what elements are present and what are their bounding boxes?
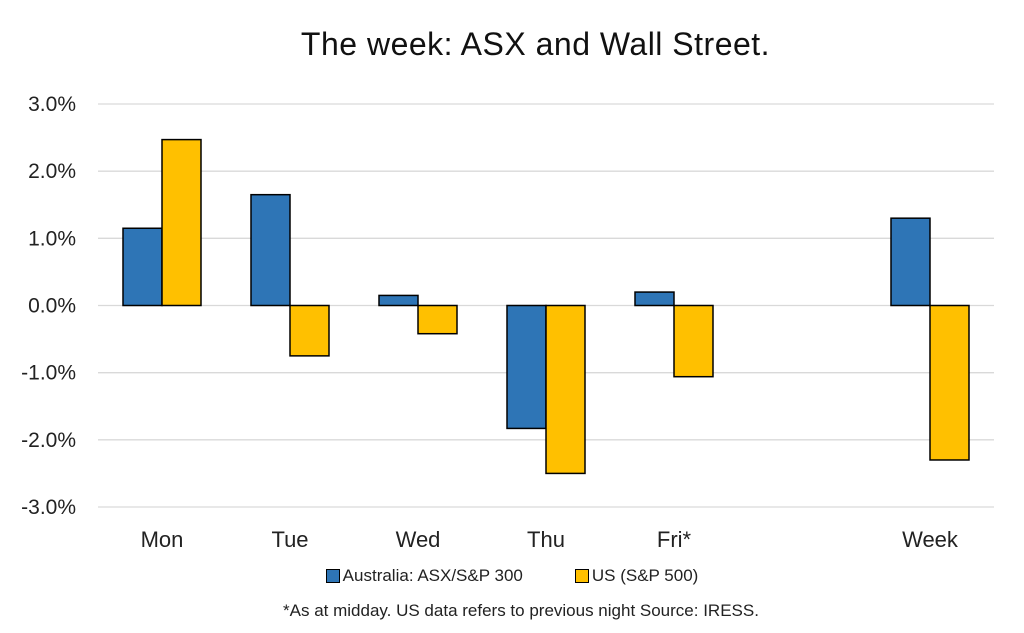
y-tick-label: -2.0% xyxy=(21,429,76,452)
legend-label-us: US (S&P 500) xyxy=(591,566,699,585)
y-tick-label: 2.0% xyxy=(28,160,76,183)
chart-legend: Australia: ASX/S&P 300 US (S&P 500) xyxy=(0,566,1024,586)
footnote: *As at midday. US data refers to previou… xyxy=(283,601,759,620)
bar-australia-1[interactable] xyxy=(250,193,291,307)
bar-us-6[interactable] xyxy=(929,304,970,461)
bar-us-3[interactable] xyxy=(545,304,586,475)
bar-us-0[interactable] xyxy=(161,138,202,307)
y-tick-label: 3.0% xyxy=(28,93,76,116)
y-tick-label: 1.0% xyxy=(28,227,76,250)
legend-item-us[interactable]: US (S&P 500) xyxy=(574,566,699,586)
chart-title: The week: ASX and Wall Street. xyxy=(300,26,771,62)
bar-us-4[interactable] xyxy=(673,304,714,378)
y-tick-label: -3.0% xyxy=(21,496,76,519)
x-tick-label: Week xyxy=(902,527,959,552)
x-tick-label: Tue xyxy=(271,527,308,552)
x-tick-label: Mon xyxy=(141,527,184,552)
bar-australia-0[interactable] xyxy=(122,227,163,307)
bar-us-2[interactable] xyxy=(417,304,458,335)
bar-australia-3[interactable] xyxy=(506,304,547,430)
legend-swatch-australia xyxy=(325,569,340,583)
x-tick-label: Fri* xyxy=(657,527,692,552)
bar-us-1[interactable] xyxy=(289,304,330,357)
x-tick-label: Wed xyxy=(396,527,441,552)
y-tick-label: 0.0% xyxy=(28,295,76,318)
x-tick-label: Thu xyxy=(527,527,565,552)
bar-australia-2[interactable] xyxy=(378,294,419,307)
legend-item-australia[interactable]: Australia: ASX/S&P 300 xyxy=(325,566,523,586)
legend-swatch-us xyxy=(574,569,589,583)
bar-australia-4[interactable] xyxy=(634,291,675,307)
bar-australia-6[interactable] xyxy=(890,217,931,307)
y-tick-label: -1.0% xyxy=(21,362,76,385)
legend-label-australia: Australia: ASX/S&P 300 xyxy=(342,566,523,585)
